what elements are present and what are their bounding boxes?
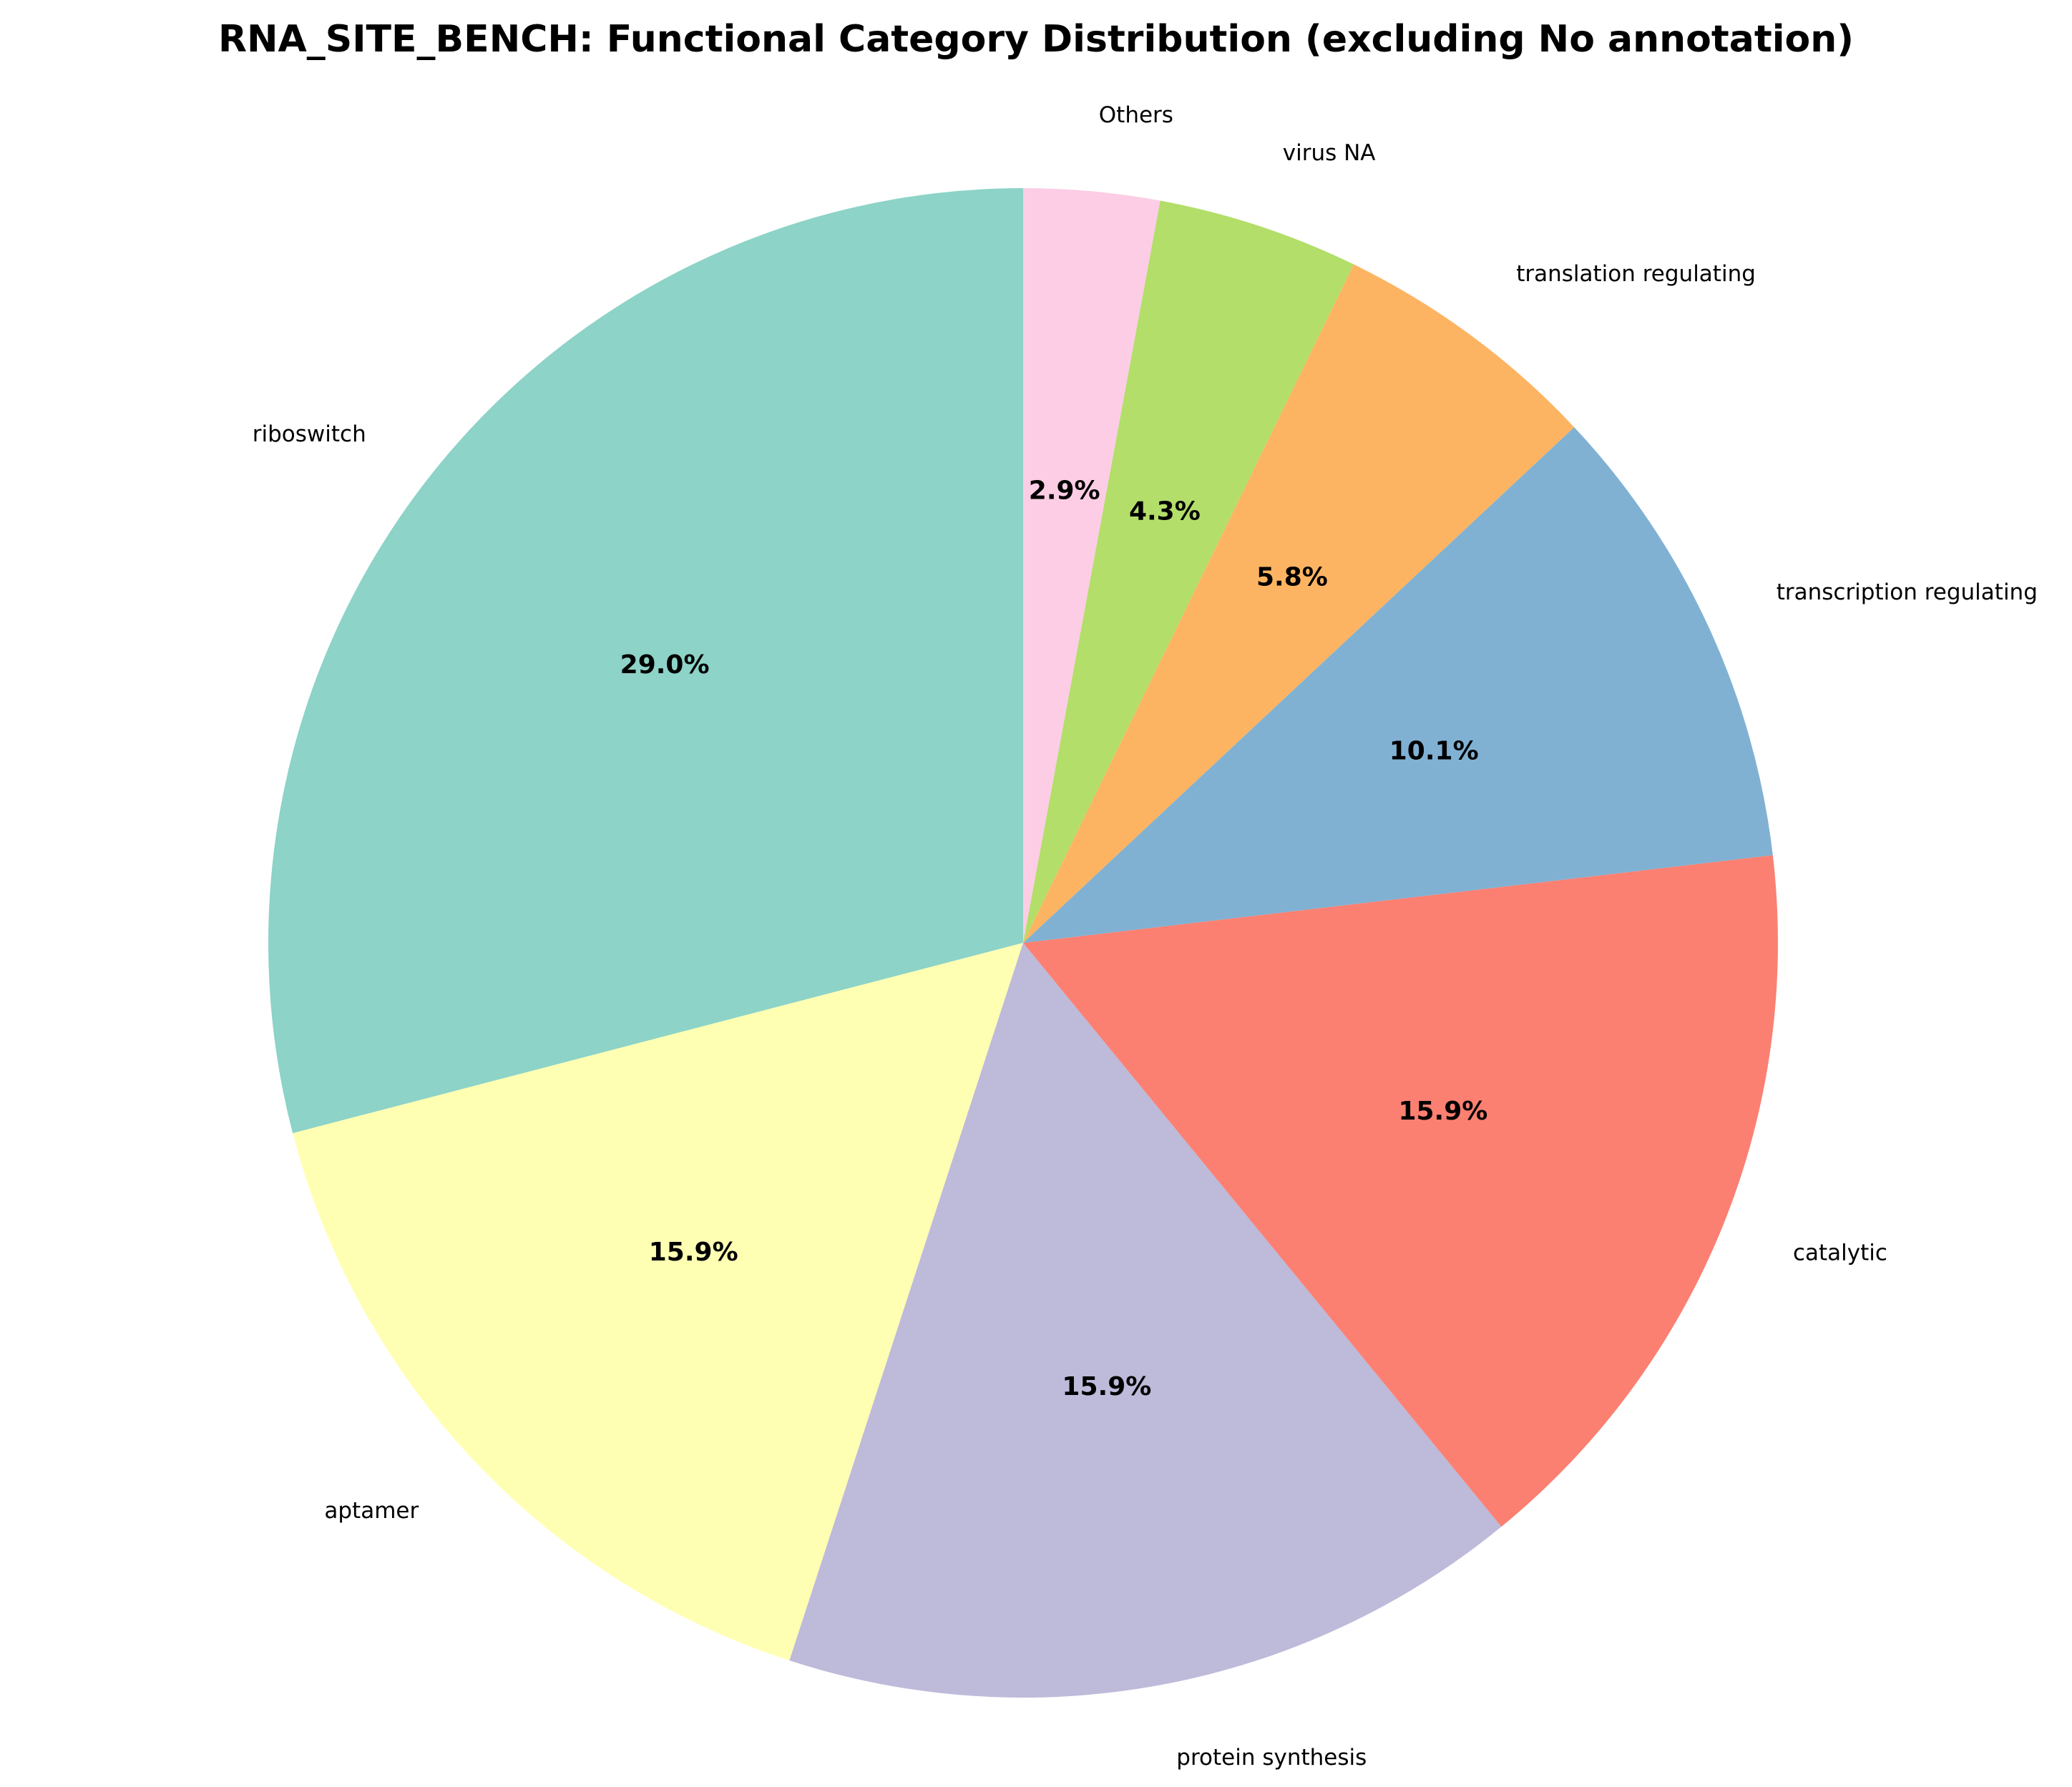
- pct-label-virus-na: 4.3%: [1129, 497, 1201, 527]
- slice-label-translation-regulating: translation regulating: [1516, 261, 1756, 287]
- slice-label-others: Others: [1099, 102, 1173, 128]
- chart-title: RNA_SITE_BENCH: Functional Category Dist…: [218, 18, 1854, 61]
- slice-label-aptamer: aptamer: [324, 1498, 419, 1524]
- slice-label-virus-na: virus NA: [1283, 140, 1376, 166]
- pie-slice-translation-regulating: [1023, 264, 1575, 944]
- pct-label-transcription-regulating: 10.1%: [1389, 737, 1479, 766]
- pie-slice-virus-na: [1023, 200, 1354, 944]
- slice-label-protein-synthesis: protein synthesis: [1176, 1745, 1367, 1771]
- slice-label-catalytic: catalytic: [1793, 1240, 1887, 1265]
- pct-label-translation-regulating: 5.8%: [1256, 563, 1328, 592]
- pie-slice-protein-synthesis: [789, 943, 1502, 1698]
- pie-slice-riboswitch: [268, 188, 1023, 1134]
- pct-label-catalytic: 15.9%: [1398, 1097, 1487, 1126]
- pie-slice-transcription-regulating: [1023, 427, 1773, 943]
- pie-labels: riboswitch 29.0% aptamer 15.9% protein synth…: [253, 102, 2038, 1771]
- pie-slice-catalytic: [1023, 855, 1779, 1527]
- slice-label-riboswitch: riboswitch: [253, 421, 366, 447]
- pie-slices: [268, 188, 1779, 1698]
- pct-label-others: 2.9%: [1029, 476, 1100, 506]
- pct-label-aptamer: 15.9%: [649, 1238, 738, 1267]
- pie-slice-aptamer: [293, 943, 1023, 1661]
- pct-label-riboswitch: 29.0%: [620, 650, 710, 680]
- pct-label-protein-synthesis: 15.9%: [1062, 1372, 1151, 1401]
- slice-label-transcription-regulating: transcription regulating: [1777, 579, 2038, 605]
- pie-slice-others: [1023, 188, 1160, 943]
